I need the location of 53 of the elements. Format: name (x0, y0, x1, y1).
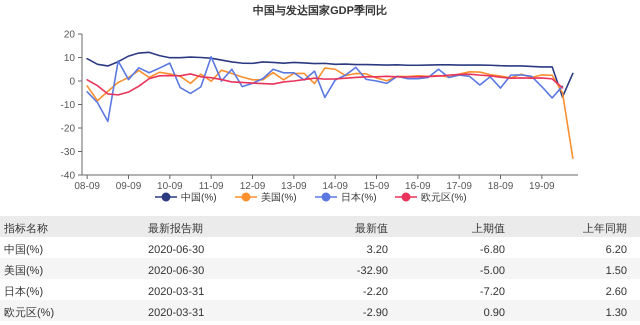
y-tick-label: -10 (60, 100, 76, 111)
legend-label: 中国(%) (181, 192, 217, 204)
x-tick-label: 16-09 (405, 181, 432, 192)
text: -2.20 (362, 286, 388, 298)
y-tick-label: 20 (64, 30, 76, 40)
y-tick-label: -20 (60, 124, 76, 134)
text: 欧元区(%) (4, 307, 54, 319)
x-tick-label: 11-09 (198, 181, 224, 192)
text: 最新报告期 (148, 222, 203, 235)
x-tick-label: 19-09 (529, 181, 556, 192)
y-tick-label: 0 (69, 76, 76, 88)
text: 2020-06-30 (148, 244, 204, 256)
text: -5.00 (480, 265, 505, 277)
line-series (86, 73, 564, 96)
text: 日本(%) (4, 285, 44, 298)
text: -32.90 (356, 265, 388, 277)
text: 上期值 (472, 222, 505, 235)
text: 2020-03-31 (148, 286, 204, 298)
y-tick-label: -40 (60, 170, 76, 182)
legend-label: 日本(%) (341, 192, 377, 204)
line-series (86, 52, 574, 98)
text: 最新值 (355, 222, 388, 235)
y-tick-label: -30 (60, 147, 76, 158)
line-series (86, 67, 574, 160)
text: 6.20 (606, 244, 627, 256)
legend-label: 美国(%) (261, 192, 297, 204)
x-tick-label: 08-09 (74, 181, 100, 192)
x-tick-label: 17-09 (446, 181, 472, 192)
text: 0.90 (484, 307, 505, 319)
x-tick-label: 18-09 (488, 181, 514, 192)
text: 指标名称 (3, 223, 48, 235)
x-tick-label: 10-09 (157, 181, 184, 192)
text: 1.30 (606, 307, 627, 319)
text: -2.90 (362, 307, 388, 319)
text: 2.60 (606, 286, 627, 298)
text: 上年同期 (583, 222, 627, 235)
x-tick-label: 12-09 (240, 181, 266, 192)
line-series (86, 56, 564, 122)
chart-title: 中国与发达国家GDP季同比 (253, 4, 387, 17)
text: 2020-03-31 (148, 307, 204, 319)
text: -6.80 (480, 244, 505, 256)
x-tick-label: 15-09 (364, 181, 390, 192)
text: 2020-06-30 (148, 265, 204, 277)
text: 中国(%) (4, 243, 44, 256)
legend-label: 欧元区(%) (421, 192, 467, 204)
x-tick-label: 14-09 (322, 181, 348, 192)
text: 1.50 (606, 265, 627, 277)
x-tick-label: 13-09 (281, 181, 308, 192)
x-tick-label: 09-09 (116, 181, 142, 192)
y-tick-label: 10 (64, 53, 76, 64)
text: -7.20 (480, 286, 505, 298)
text: 美国(%) (4, 264, 44, 277)
text: 3.20 (366, 244, 388, 256)
